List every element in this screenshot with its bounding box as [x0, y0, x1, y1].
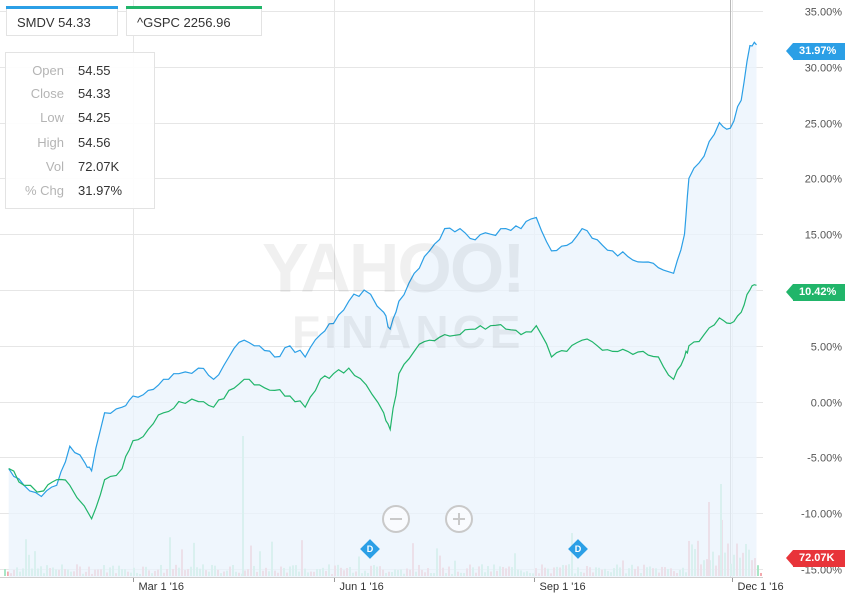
y-tick-label: 15.00% — [805, 230, 843, 242]
tooltip-label: Vol — [45, 159, 64, 174]
dividend-marker[interactable]: D — [360, 539, 380, 559]
tooltip-row-pct-chg: % Chg 31.97% — [6, 183, 156, 203]
tooltip-row-close: Close 54.33 — [6, 86, 156, 106]
series-area-smdv — [8, 42, 757, 578]
volume-bar — [757, 565, 759, 576]
tooltip-value: 54.55 — [78, 63, 111, 78]
axis-labels: 35.00%30.00%25.00%20.00%15.00%10.00%5.00… — [139, 7, 843, 594]
tooltip-label: % Chg — [24, 183, 64, 198]
dividend-marker[interactable]: D — [568, 539, 588, 559]
legend-gspc-color-bar — [126, 6, 262, 9]
series-line-gspc — [8, 284, 757, 521]
y-tick-label: 20.00% — [805, 174, 843, 186]
x-tick-label: Dec 1 '16 — [738, 581, 784, 593]
x-tick-label: Sep 1 '16 — [540, 581, 586, 593]
series-line-smdv — [8, 41, 757, 498]
volume-bar — [760, 572, 762, 576]
dividend-marker-label: D — [366, 544, 374, 554]
volume-bar — [4, 569, 6, 576]
zoom-in-button[interactable] — [445, 505, 473, 533]
y-tick-label: 0.00% — [811, 398, 842, 410]
y-tick-label: -15.00% — [801, 565, 842, 577]
tooltip-value: 54.25 — [78, 110, 111, 125]
y-tick-label: 5.00% — [811, 342, 842, 354]
tooltip-label: High — [37, 135, 64, 150]
tooltip-label: Open — [32, 63, 64, 78]
flag-smdv-pct: 31.97% — [786, 43, 845, 60]
tooltip-value: 31.97% — [78, 183, 123, 198]
minus-icon — [390, 518, 402, 520]
y-tick-label: -5.00% — [807, 453, 842, 465]
tooltip-row-vol: Vol 72.07K — [6, 159, 156, 179]
y-tick-label: 25.00% — [805, 119, 843, 131]
dividend-marker-label: D — [574, 544, 582, 554]
flag-gspc-pct: 10.42% — [786, 284, 845, 301]
legend-smdv-label: SMDV 54.33 — [17, 15, 91, 30]
ohlc-tooltip: Open 54.55 Close 54.33 Low 54.25 High 54… — [5, 52, 155, 209]
legend-gspc[interactable]: ^GSPC 2256.96 — [126, 6, 262, 36]
tooltip-row-open: Open 54.55 — [6, 63, 156, 83]
tooltip-value: 72.07K — [78, 159, 120, 174]
y-tick-label: 30.00% — [805, 63, 843, 75]
plus-icon-v — [458, 513, 460, 525]
zoom-out-button[interactable] — [382, 505, 410, 533]
legend-gspc-label: ^GSPC 2256.96 — [137, 15, 231, 30]
x-tick-label: Jun 1 '16 — [340, 581, 384, 593]
volume-bar — [7, 571, 9, 576]
y-tick-label: -10.00% — [801, 509, 842, 521]
y-tick-label: 35.00% — [805, 7, 843, 19]
tooltip-label: Close — [30, 86, 64, 101]
tooltip-label: Low — [40, 110, 64, 125]
area-fill — [8, 42, 757, 578]
legend-smdv-color-bar — [6, 6, 118, 9]
legend-smdv[interactable]: SMDV 54.33 — [6, 6, 118, 36]
tooltip-value: 54.33 — [78, 86, 111, 101]
series-lines — [8, 41, 757, 521]
tooltip-value: 54.56 — [78, 135, 111, 150]
tooltip-row-high: High 54.56 — [6, 135, 156, 155]
flag-volume: 72.07K — [786, 550, 845, 567]
x-tick-label: Mar 1 '16 — [139, 581, 185, 593]
tooltip-row-low: Low 54.25 — [6, 110, 156, 130]
